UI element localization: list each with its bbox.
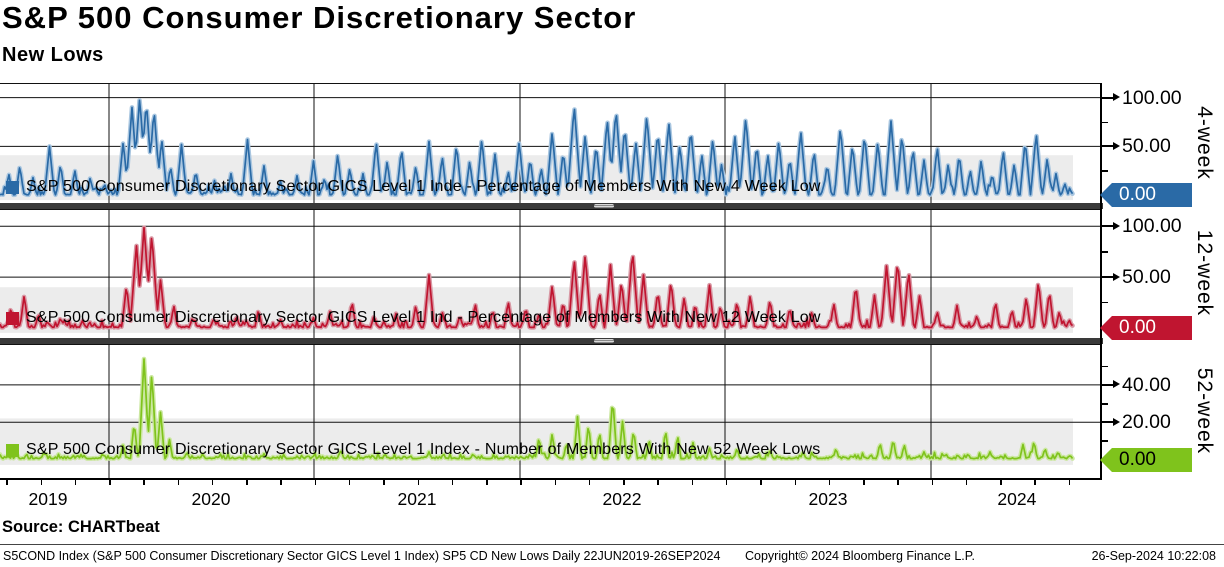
y-tick-4-week bbox=[1100, 96, 1113, 99]
x-minor-tick bbox=[760, 480, 762, 485]
bottom-axis-line bbox=[0, 478, 1102, 480]
x-year-label: 2019 bbox=[28, 489, 68, 509]
legend-label-12week: S&P 500 Consumer Discretionary Sector GI… bbox=[26, 309, 821, 326]
x-minor-tick bbox=[314, 480, 317, 485]
x-minor-tick bbox=[863, 480, 865, 485]
x-minor-tick bbox=[143, 480, 145, 485]
y-tick-4-week bbox=[1100, 145, 1113, 148]
legend-4week: S&P 500 Consumer Discretionary Sector GI… bbox=[6, 177, 821, 197]
panel-splitter[interactable] bbox=[0, 203, 1103, 209]
right-axis-line bbox=[1100, 83, 1102, 480]
y-minor-tick-12-week bbox=[1100, 251, 1108, 253]
y-minor-tick-4-week bbox=[1100, 121, 1108, 124]
footer-timestamp: 26-Sep-2024 10:22:08 bbox=[1091, 549, 1216, 563]
y-tick-arrow-4-week bbox=[1113, 93, 1120, 102]
y-minor-tick-4-week bbox=[1100, 170, 1108, 172]
x-minor-tick bbox=[348, 480, 351, 485]
y-tick-label-4-week: 50.00 bbox=[1122, 135, 1171, 158]
x-minor-tick bbox=[828, 480, 831, 485]
panel-12week-chart bbox=[0, 209, 1100, 338]
x-minor-tick bbox=[1000, 480, 1002, 485]
y-minor-tick-12-week bbox=[1100, 301, 1108, 304]
footer: S5COND Index (S&P 500 Consumer Discretio… bbox=[0, 544, 1224, 567]
x-minor-tick bbox=[931, 480, 934, 485]
x-minor-tick bbox=[74, 480, 77, 485]
legend-marker-52week bbox=[6, 443, 19, 457]
x-minor-tick bbox=[109, 480, 111, 485]
x-minor-tick bbox=[965, 480, 968, 485]
y-tick-label-52-week: 40.00 bbox=[1122, 373, 1171, 396]
x-year-label: 2023 bbox=[808, 489, 848, 509]
x-year-label: 2022 bbox=[602, 489, 642, 509]
x-minor-tick bbox=[554, 480, 557, 485]
y-tick-label-4-week: 100.00 bbox=[1122, 86, 1182, 109]
x-minor-tick bbox=[588, 480, 591, 485]
x-minor-tick bbox=[486, 480, 488, 485]
y-tick-label-52-week: 20.00 bbox=[1122, 411, 1171, 434]
x-minor-tick bbox=[897, 480, 899, 485]
legend-marker-12week bbox=[6, 311, 19, 325]
y-minor-tick-52-week bbox=[1100, 403, 1108, 405]
series-line-52-week bbox=[0, 358, 1074, 460]
y-tick-52-week bbox=[1100, 421, 1113, 424]
footer-security-info: S5COND Index (S&P 500 Consumer Discretio… bbox=[3, 549, 721, 563]
chart-subtitle: New Lows bbox=[2, 44, 104, 66]
panel-splitter-grip[interactable] bbox=[594, 204, 614, 208]
x-minor-tick bbox=[246, 480, 248, 485]
y-tick-label-12-week: 100.00 bbox=[1122, 215, 1182, 238]
x-minor-tick bbox=[623, 480, 625, 485]
y-tick-arrow-52-week bbox=[1113, 417, 1120, 426]
series-line-12-week bbox=[0, 226, 1074, 329]
panel-4week-chart bbox=[0, 83, 1100, 203]
x-year-label: 2020 bbox=[191, 489, 231, 509]
y-tick-arrow-12-week bbox=[1113, 272, 1120, 281]
y-minor-tick-52-week bbox=[1100, 365, 1108, 368]
x-minor-tick bbox=[417, 480, 419, 485]
series-line-4-week bbox=[0, 99, 1074, 196]
panel-splitter[interactable] bbox=[0, 338, 1103, 344]
panel-52week-chart bbox=[0, 344, 1100, 478]
y-tick-52-week bbox=[1100, 383, 1113, 386]
legend-label-52week: S&P 500 Consumer Discretionary Sector GI… bbox=[26, 441, 821, 458]
x-year-label: 2021 bbox=[397, 489, 437, 509]
legend-label-4week: S&P 500 Consumer Discretionary Sector GI… bbox=[26, 178, 821, 195]
last-value-tag-52week: 0.00 bbox=[1100, 448, 1192, 472]
x-minor-tick bbox=[451, 480, 454, 485]
y-tick-label-12-week: 50.00 bbox=[1122, 266, 1171, 289]
y-tick-arrow-52-week bbox=[1113, 380, 1120, 389]
x-year-label: 2024 bbox=[997, 489, 1037, 509]
x-minor-tick bbox=[383, 480, 385, 485]
legend-52week: S&P 500 Consumer Discretionary Sector GI… bbox=[6, 440, 820, 460]
footer-copyright: Copyright© 2024 Bloomberg Finance L.P. bbox=[745, 549, 975, 563]
last-value-tag-4week: 0.00 bbox=[1100, 183, 1192, 207]
x-minor-tick bbox=[520, 480, 522, 485]
x-minor-tick bbox=[40, 480, 42, 485]
last-value-tag-12week: 0.00 bbox=[1100, 316, 1192, 340]
x-minor-tick bbox=[1034, 480, 1036, 485]
y-tick-arrow-12-week bbox=[1113, 221, 1120, 230]
x-minor-tick bbox=[177, 480, 180, 485]
source-line: Source: CHARTbeat bbox=[2, 518, 160, 536]
x-minor-tick bbox=[1068, 480, 1071, 485]
x-minor-tick bbox=[691, 480, 694, 485]
x-minor-tick bbox=[6, 480, 8, 485]
panel-splitter-grip[interactable] bbox=[594, 339, 614, 343]
x-minor-tick bbox=[657, 480, 659, 485]
x-minor-tick bbox=[280, 480, 282, 485]
y-minor-tick-52-week bbox=[1100, 440, 1108, 442]
legend-12week: S&P 500 Consumer Discretionary Sector GI… bbox=[6, 308, 821, 328]
y-tick-12-week bbox=[1100, 225, 1113, 228]
axis-title-12week: 12-week bbox=[1193, 229, 1216, 317]
x-minor-tick bbox=[794, 480, 796, 485]
x-minor-tick bbox=[211, 480, 214, 485]
y-tick-arrow-4-week bbox=[1113, 141, 1120, 150]
x-minor-tick bbox=[725, 480, 728, 485]
page-title: S&P 500 Consumer Discretionary Sector bbox=[2, 0, 637, 35]
y-tick-12-week bbox=[1100, 276, 1113, 279]
legend-marker-4week bbox=[6, 180, 19, 194]
axis-title-4week: 4-week bbox=[1193, 106, 1216, 180]
axis-title-52week: 52-week bbox=[1193, 367, 1216, 455]
